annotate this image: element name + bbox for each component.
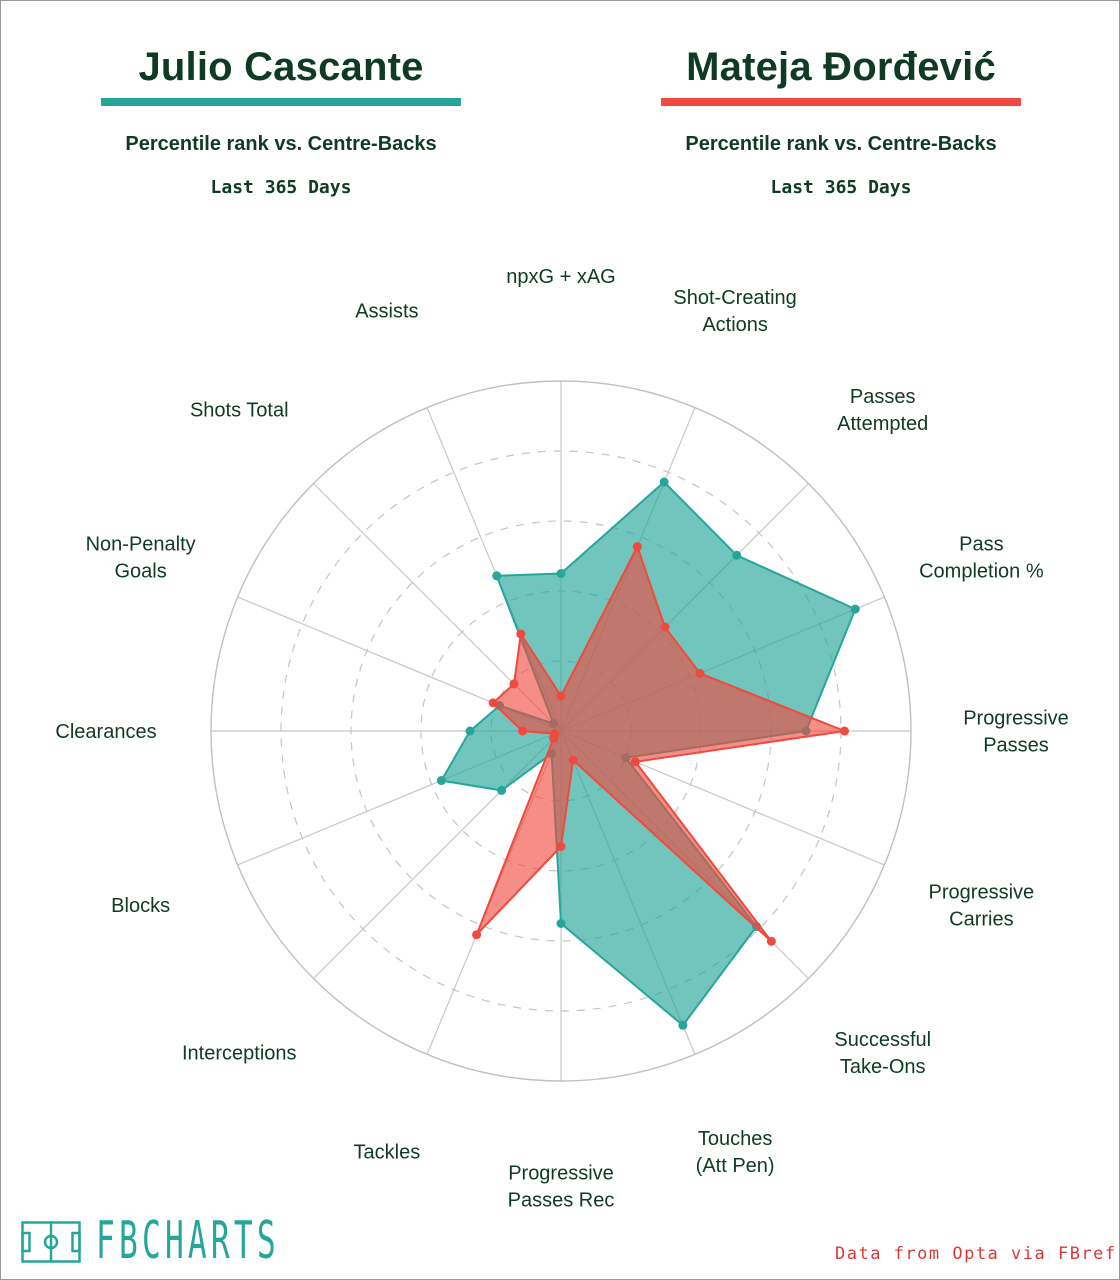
football-pitch-icon bbox=[21, 1221, 81, 1263]
radar-outer-ring bbox=[210, 380, 912, 1082]
brand-wordmark: FBCHARTS bbox=[96, 1211, 280, 1271]
series-point-2 bbox=[488, 698, 498, 708]
series-point-2 bbox=[509, 679, 519, 689]
player1-period: Last 365 Days bbox=[210, 177, 352, 198]
axis-label: Touches (Att Pen) bbox=[696, 1128, 775, 1177]
player1-color-bar bbox=[101, 98, 461, 106]
fbcharts-logo: FBCHARTS bbox=[21, 1211, 301, 1271]
series-point-2 bbox=[556, 842, 566, 851]
axis-label: Shots Total bbox=[190, 399, 289, 421]
series-point-2 bbox=[695, 668, 705, 678]
player2-subtitle: Percentile rank vs. Centre-Backs bbox=[685, 133, 997, 155]
series-point-1 bbox=[678, 1020, 688, 1030]
player1-name: Julio Cascante bbox=[138, 45, 424, 89]
axis-label: Pass Completion % bbox=[919, 533, 1044, 582]
series-point-2 bbox=[556, 691, 566, 701]
series-point-2 bbox=[840, 726, 849, 736]
axis-label: Shot-Creating Actions bbox=[673, 287, 796, 336]
series-point-1 bbox=[850, 604, 860, 614]
player1-subtitle: Percentile rank vs. Centre-Backs bbox=[125, 133, 437, 155]
axis-label: Progressive Carries bbox=[929, 882, 1035, 931]
series-point-2 bbox=[568, 755, 578, 765]
series-point-2 bbox=[630, 757, 640, 767]
series-point-1 bbox=[732, 550, 742, 560]
series-point-1 bbox=[556, 919, 566, 928]
axis-label: Successful Take-Ons bbox=[834, 1029, 931, 1078]
axis-label: npxG + xAG bbox=[506, 266, 616, 288]
series-point-2 bbox=[518, 726, 527, 736]
axis-label: Assists bbox=[355, 301, 418, 323]
series-point-2 bbox=[660, 622, 670, 632]
player2-period: Last 365 Days bbox=[770, 177, 912, 198]
series-point-1 bbox=[436, 776, 446, 786]
series-point-1 bbox=[492, 571, 502, 581]
radar-chart: npxG + xAG Shot-Creating Actions Passes Atte… bbox=[55, 266, 1069, 1212]
series-point-2 bbox=[472, 930, 482, 940]
axis-label: Blocks bbox=[111, 895, 170, 917]
series-point-1 bbox=[659, 477, 669, 487]
series-point-1 bbox=[465, 726, 475, 736]
axis-label: Passes Attempted bbox=[837, 386, 928, 435]
axis-label: Progressive Passes bbox=[963, 708, 1069, 757]
player2-color-bar bbox=[661, 98, 1021, 106]
axis-label: Clearances bbox=[55, 721, 156, 743]
series-point-2 bbox=[632, 542, 642, 552]
data-source-credit: Data from Opta via FBref bbox=[835, 1244, 1117, 1264]
series-point-2 bbox=[550, 729, 560, 739]
axis-label: Non-Penalty Goals bbox=[86, 533, 196, 582]
axis-label: Tackles bbox=[354, 1141, 421, 1163]
series-point-1 bbox=[497, 785, 507, 795]
series-point-2 bbox=[516, 629, 526, 639]
series-point-1 bbox=[556, 569, 566, 578]
series-point-2 bbox=[766, 936, 776, 946]
player2-name: Mateja Đorđević bbox=[686, 45, 996, 89]
axis-label: Interceptions bbox=[182, 1043, 297, 1065]
axis-label: Progressive Passes Rec bbox=[508, 1163, 615, 1212]
